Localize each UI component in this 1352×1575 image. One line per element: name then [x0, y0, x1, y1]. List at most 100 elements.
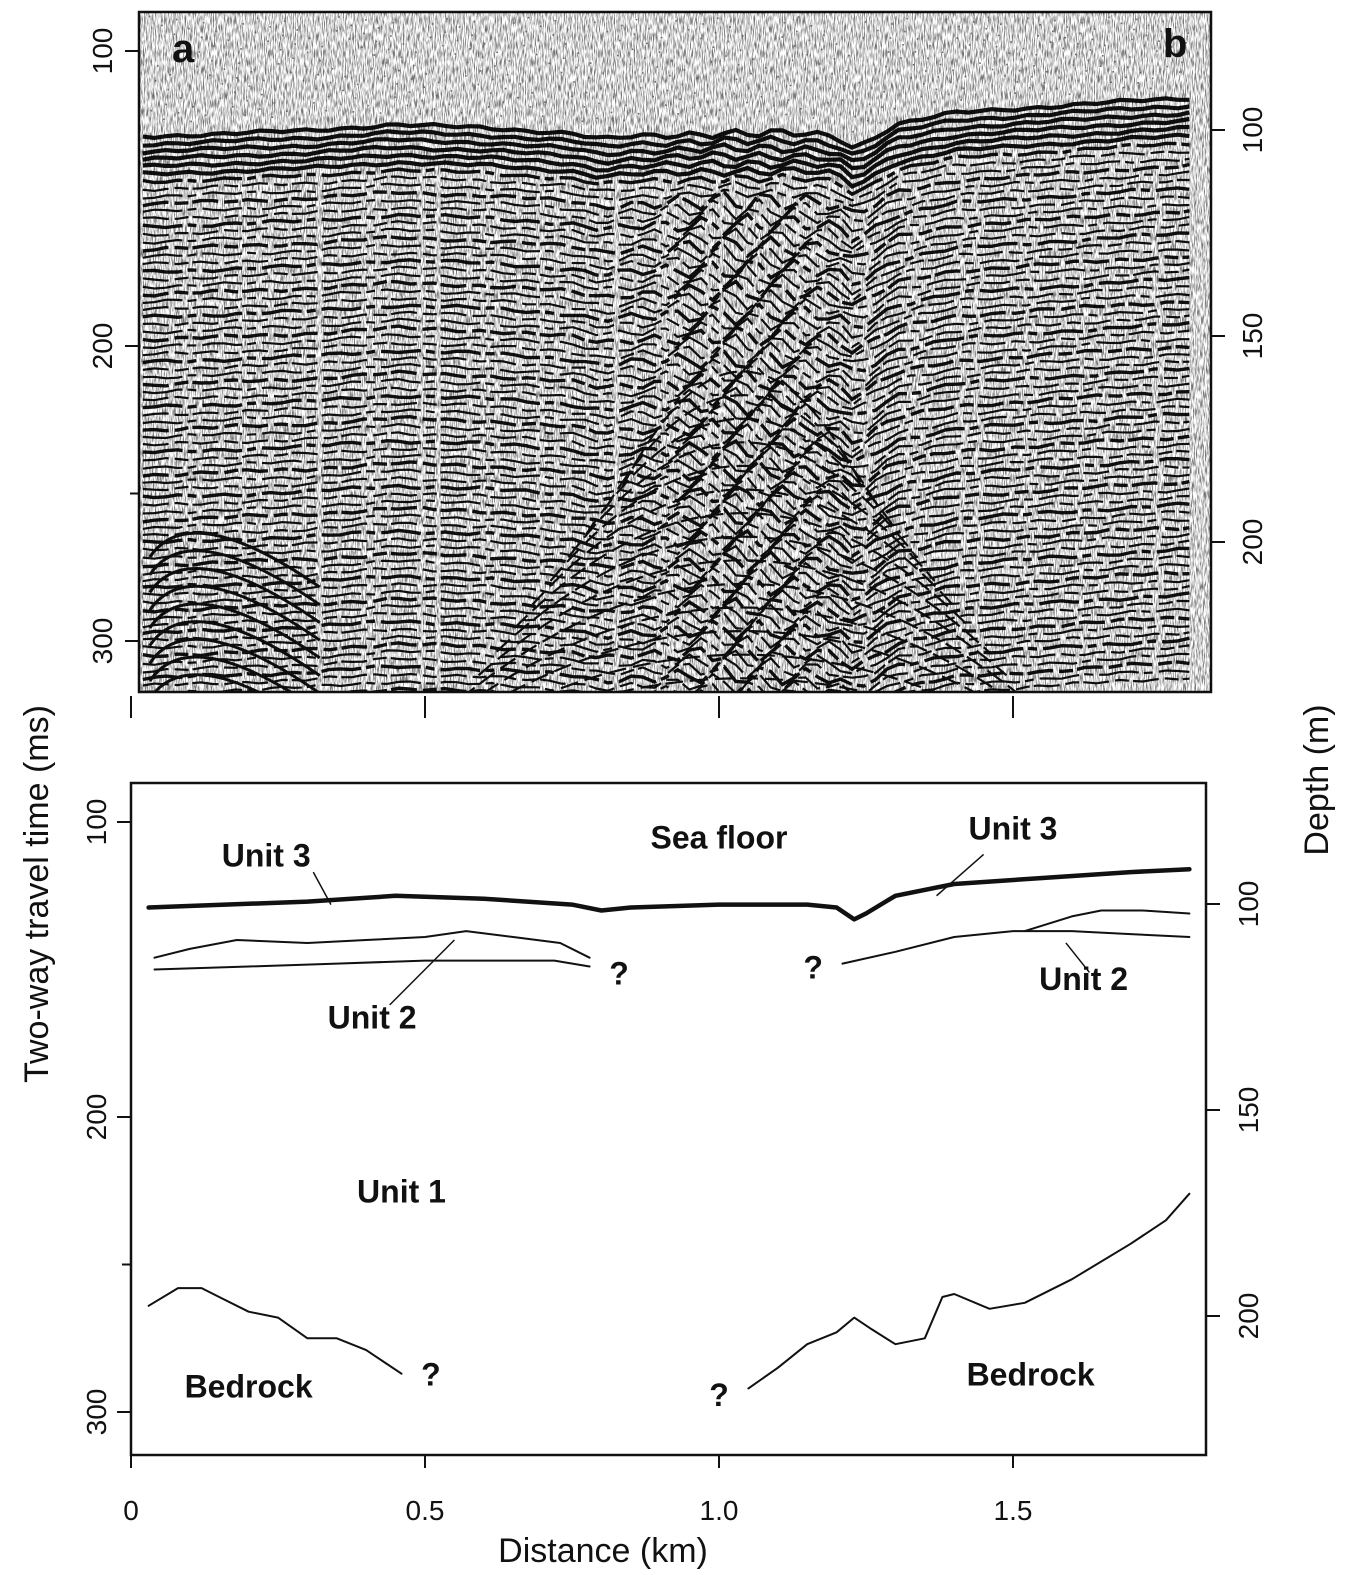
- noise-dot: [269, 26, 271, 28]
- tick-label: 200: [81, 1094, 112, 1141]
- noise-dot: [1131, 38, 1133, 41]
- noise-dot: [234, 91, 236, 94]
- noise-dot: [1122, 86, 1125, 89]
- noise-dot: [523, 44, 525, 47]
- noise-dot: [741, 35, 744, 37]
- noise-dot: [219, 97, 221, 100]
- unit2-base-left-line: [153, 959, 591, 971]
- noise-dot: [845, 70, 848, 72]
- noise-dot: [548, 62, 550, 65]
- noise-dot: [939, 63, 942, 66]
- noise-dot: [444, 31, 446, 33]
- noise-dot: [361, 46, 363, 48]
- noise-dot: [1158, 40, 1160, 42]
- noise-dot: [608, 126, 611, 129]
- annotation-question-mark: ?: [609, 955, 629, 991]
- noise-dot: [442, 44, 444, 47]
- tick-label: 0: [123, 1495, 139, 1526]
- noise-dot: [1104, 44, 1106, 47]
- noise-dot: [350, 24, 353, 27]
- noise-dot: [972, 21, 975, 23]
- noise-dot: [927, 57, 929, 60]
- noise-dot: [1183, 51, 1185, 54]
- noise-dot: [962, 87, 965, 90]
- noise-dot: [494, 65, 496, 67]
- noise-dot: [186, 42, 188, 44]
- noise-dot: [315, 87, 317, 90]
- noise-dot: [1124, 76, 1127, 79]
- noise-dot: [739, 49, 742, 52]
- noise-dot: [1062, 47, 1064, 50]
- unit2-top-right-line: [1023, 909, 1191, 933]
- noise-dot: [363, 32, 365, 35]
- noise-dot: [985, 27, 987, 30]
- noise-dot: [1054, 19, 1056, 22]
- noise-dot: [238, 62, 240, 65]
- noise-dot: [231, 106, 234, 108]
- noise-dot: [945, 18, 948, 21]
- noise-dot: [654, 81, 656, 83]
- noise-dot: [746, 101, 748, 104]
- noise-dot: [544, 101, 546, 103]
- noise-dot: [902, 44, 904, 46]
- noise-dot: [1116, 50, 1119, 53]
- noise-dot: [1056, 87, 1058, 90]
- noise-dot: [933, 101, 935, 103]
- noise-dot: [700, 37, 702, 40]
- noise-dot: [929, 45, 931, 47]
- noise-dot: [1079, 32, 1081, 35]
- noise-dot: [273, 102, 276, 104]
- noise-dot: [517, 96, 519, 99]
- noise-dot: [760, 96, 763, 98]
- noise-dot: [877, 29, 879, 32]
- noise-dot: [864, 21, 867, 23]
- panel-b-frame: [129, 781, 1208, 1457]
- noise-dot: [754, 43, 756, 46]
- noise-dot: [960, 99, 962, 101]
- right-axis-title: Depth (m): [1298, 704, 1336, 855]
- noise-dot: [157, 65, 159, 67]
- noise-dot: [623, 119, 625, 122]
- water-column-noise: [148, 15, 1189, 133]
- noise-dot: [637, 112, 640, 115]
- noise-dot: [777, 75, 779, 78]
- noise-dot: [263, 79, 265, 82]
- noise-dot: [785, 113, 788, 116]
- noise-dot: [223, 68, 226, 70]
- noise-dot: [1097, 75, 1100, 78]
- x-axis-title: Distance (km): [498, 1532, 708, 1570]
- noise-dot: [321, 45, 323, 48]
- noise-dot: [935, 88, 938, 91]
- noise-dot: [1081, 21, 1083, 24]
- noise-dot: [714, 31, 717, 34]
- noise-dot: [748, 87, 750, 89]
- noise-dot: [383, 75, 386, 77]
- noise-dot: [169, 73, 172, 76]
- tick-label: 150: [1237, 313, 1268, 360]
- noise-dot: [669, 74, 671, 77]
- noise-dot: [625, 104, 627, 107]
- noise-dot: [646, 42, 648, 45]
- noise-dot: [558, 86, 561, 88]
- noise-dot: [338, 16, 340, 18]
- annotation-bedrock: Bedrock: [185, 1368, 313, 1404]
- noise-dot: [664, 104, 667, 106]
- noise-dot: [704, 115, 706, 117]
- noise-dot: [504, 87, 507, 90]
- noise-dot: [737, 64, 740, 66]
- noise-dot: [1139, 72, 1141, 74]
- noise-dot: [1091, 38, 1094, 41]
- noise-dot: [970, 32, 973, 35]
- noise-dot: [831, 72, 833, 75]
- noise-dot: [796, 30, 798, 33]
- noise-dot: [1156, 50, 1158, 52]
- noise-dot: [589, 62, 592, 64]
- noise-dot: [1006, 63, 1008, 66]
- noise-dot: [991, 68, 994, 71]
- noise-dot: [900, 57, 902, 59]
- noise-dot: [666, 89, 669, 92]
- noise-dot: [1114, 60, 1117, 63]
- noise-dot: [469, 48, 471, 50]
- noise-dot: [889, 37, 892, 39]
